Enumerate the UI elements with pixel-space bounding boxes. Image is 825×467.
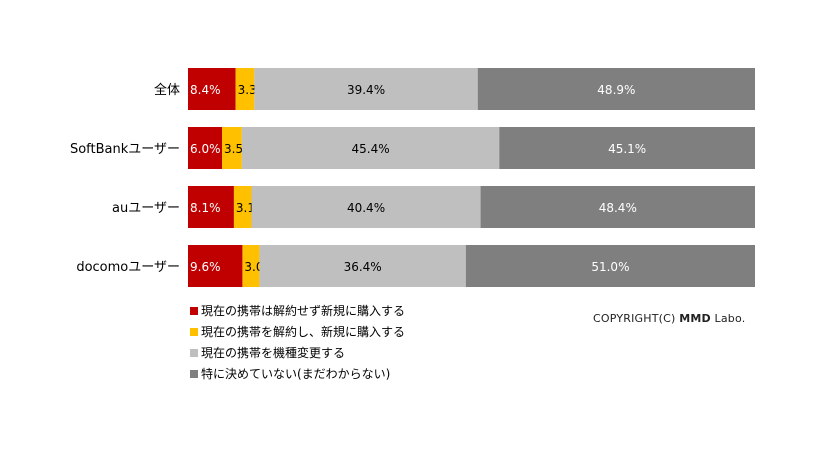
bar-segment <box>188 245 243 287</box>
bar-segment <box>480 186 755 228</box>
category-label: docomoユーザー <box>76 260 180 275</box>
data-label: 8.4% <box>190 83 221 97</box>
data-label: 9.6% <box>190 260 221 274</box>
bar-segment <box>233 186 252 228</box>
category-label: SoftBankユーザー <box>70 142 180 157</box>
copyright-notice: COPYRIGHT(C) MMD Labo. <box>593 312 745 325</box>
copyright-suffix: Labo. <box>710 312 746 325</box>
data-label: 39.4% <box>347 83 385 97</box>
bar-segment <box>254 68 478 110</box>
data-label: 45.4% <box>352 142 390 156</box>
bar-segment <box>251 186 481 228</box>
bar-segment <box>235 68 255 110</box>
copyright-brand: MMD <box>679 312 711 325</box>
data-label: 51.0% <box>591 260 629 274</box>
bar-segment <box>188 186 234 228</box>
bar-segment <box>477 68 755 110</box>
data-label: 48.9% <box>597 83 635 97</box>
category-label: auユーザー <box>112 201 180 216</box>
bar-segment <box>188 127 223 169</box>
bar-segment <box>465 245 755 287</box>
legend-entry: 特に決めていない(まだわからない) <box>201 366 390 381</box>
copyright-prefix: COPYRIGHT(C) <box>593 312 680 325</box>
data-label: 40.4% <box>347 201 385 215</box>
legend-swatch <box>190 349 198 357</box>
bar-segment <box>242 245 260 287</box>
bar-segment <box>241 127 500 169</box>
legend-entry: 現在の携帯は解約せず新規に購入する <box>201 303 405 318</box>
legend-entry: 現在の携帯を解約し、新規に購入する <box>201 324 405 339</box>
legend-swatch <box>190 328 198 336</box>
data-label: 36.4% <box>344 260 382 274</box>
data-label: 6.0% <box>190 142 221 156</box>
bar-segment <box>259 245 466 287</box>
data-label: 8.1% <box>190 201 221 215</box>
legend-entry: 現在の携帯を機種変更する <box>201 345 345 360</box>
data-label: 45.1% <box>608 142 646 156</box>
bar-segment <box>222 127 242 169</box>
legend-swatch <box>190 307 198 315</box>
legend-swatch <box>190 370 198 378</box>
category-label: 全体 <box>154 82 180 98</box>
bar-segment <box>188 68 236 110</box>
data-label: 48.4% <box>599 201 637 215</box>
bar-segment <box>499 127 755 169</box>
